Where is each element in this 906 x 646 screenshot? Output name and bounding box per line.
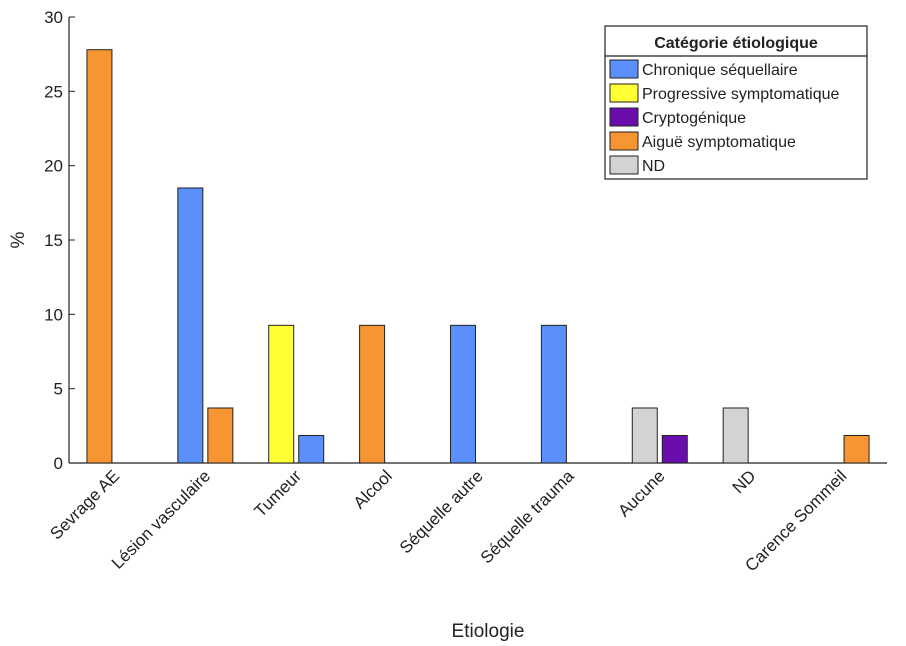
x-tick-label: Alcool	[350, 466, 396, 512]
x-tick-label: Sevrage AE	[46, 466, 123, 543]
legend-label: Chronique séquellaire	[642, 62, 798, 79]
y-tick-label: 10	[44, 305, 63, 324]
bar	[207, 407, 234, 464]
y-tick-label: 5	[54, 380, 63, 399]
y-axis-title: %	[8, 231, 29, 248]
bar	[86, 49, 113, 464]
legend-swatch	[609, 131, 639, 151]
x-axis-title: Etiologie	[452, 621, 525, 642]
bar	[298, 434, 325, 464]
legend-box	[604, 25, 868, 180]
legend-swatch	[609, 83, 639, 103]
x-tick-label: Carence Sommeil	[741, 466, 850, 575]
bar	[843, 434, 870, 464]
x-tick-label: Séquelle autre	[396, 466, 487, 557]
legend-swatch	[609, 155, 639, 175]
x-tick-label: Séquelle trauma	[477, 466, 578, 567]
bar	[540, 324, 567, 464]
y-tick-label: 25	[44, 82, 63, 101]
bar	[268, 324, 295, 464]
legend-label: Aiguë symptomatique	[642, 134, 796, 151]
x-tick-label: Lésion vasculaire	[108, 466, 214, 572]
bar	[722, 407, 749, 464]
y-tick-label: 20	[44, 157, 63, 176]
x-tick-label: ND	[729, 466, 760, 497]
bar	[450, 324, 476, 464]
bar	[631, 407, 658, 464]
y-tick-label: 15	[44, 231, 63, 250]
bar	[661, 434, 688, 464]
bar	[177, 187, 204, 464]
legend-label: Cryptogénique	[642, 110, 746, 127]
x-tick-label: Aucune	[614, 466, 668, 520]
y-tick-label: 0	[54, 454, 63, 473]
legend: Catégorie étiologique Chronique séquella…	[604, 25, 868, 180]
legend-entries: Chronique séquellaire Progressive symptom…	[609, 59, 840, 175]
legend-title: Catégorie étiologique	[654, 35, 818, 52]
x-tick-label: Tumeur	[251, 466, 306, 521]
legend-label: Progressive symptomatique	[642, 86, 840, 103]
y-tick-label: 30	[44, 8, 63, 27]
legend-label: ND	[642, 158, 665, 175]
legend-swatch	[609, 59, 639, 79]
bars	[86, 49, 870, 464]
legend-swatch	[609, 107, 639, 127]
bar	[359, 324, 386, 464]
y-axis-ticks: 0 5 10 15 20 25 30	[44, 8, 75, 473]
